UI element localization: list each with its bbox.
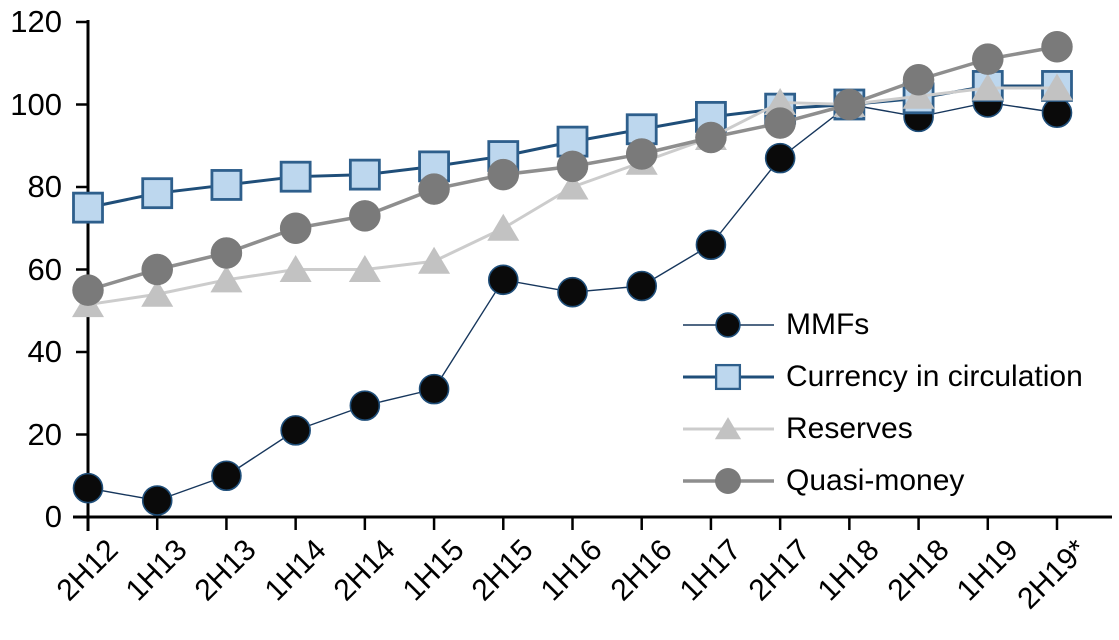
marker-quasi-money — [141, 253, 173, 286]
marker-reserves — [141, 279, 174, 307]
marker-mmfs — [211, 460, 242, 492]
legend-item-reserves: Reserves — [681, 407, 913, 451]
marker-mmfs — [557, 276, 588, 308]
y-tick-label: 0 — [44, 499, 62, 534]
marker-quasi-money — [210, 237, 243, 269]
marker-quasi-money — [902, 64, 935, 96]
marker-quasi-money — [764, 107, 796, 139]
marker-mmfs — [626, 270, 658, 302]
legend-label: MMFs — [786, 308, 870, 341]
marker-mmfs — [487, 264, 519, 296]
legend-item-mmfs: MMFs — [681, 303, 869, 347]
legend-marker-glyph — [715, 468, 741, 494]
legend-item-quasi-money: Quasi-money — [681, 459, 964, 503]
legend-marker-currency-in-circulation — [683, 363, 774, 391]
y-tick-label: 120 — [10, 4, 62, 39]
marker-mmfs — [695, 229, 727, 261]
marker-quasi-money — [487, 158, 520, 191]
marker-reserves — [279, 255, 312, 282]
marker-quasi-money — [418, 173, 450, 205]
legend-label: Currency in circulation — [786, 360, 1083, 393]
legend-marker-glyph — [714, 363, 742, 391]
marker-mmfs — [349, 390, 381, 421]
marker-mmfs — [764, 142, 796, 174]
marker-quasi-money — [72, 274, 104, 306]
marker-mmfs — [418, 373, 450, 405]
marker-reserves — [556, 172, 589, 200]
marker-reserves — [1040, 73, 1073, 101]
marker-currency-in-circulation — [279, 160, 312, 193]
marker-currency-in-circulation — [210, 169, 243, 201]
marker-currency-in-circulation — [72, 191, 104, 224]
marker-quasi-money — [695, 121, 727, 154]
marker-reserves — [210, 265, 243, 293]
marker-mmfs — [280, 415, 311, 446]
marker-currency-in-circulation — [348, 158, 381, 191]
y-tick-label: 20 — [27, 416, 62, 452]
marker-quasi-money — [833, 88, 866, 121]
legend-marker-glyph — [714, 417, 742, 440]
legend-marker-quasi-money — [683, 468, 774, 494]
legend-marker-glyph — [715, 312, 741, 338]
marker-currency-in-circulation — [141, 177, 174, 210]
legend-label: Quasi-money — [786, 464, 965, 497]
marker-mmfs — [1041, 97, 1073, 129]
y-tick-label: 80 — [27, 169, 62, 204]
marker-quasi-money — [349, 200, 381, 232]
marker-reserves — [348, 255, 381, 282]
legend-item-currency-in-circulation: Currency in circulation — [681, 355, 1083, 399]
legend-marker-mmfs — [683, 312, 774, 338]
marker-quasi-money — [1041, 31, 1073, 63]
y-tick-label: 40 — [27, 334, 62, 369]
marker-reserves — [418, 246, 451, 274]
marker-reserves — [971, 73, 1004, 101]
y-tick-label: 100 — [10, 86, 62, 122]
marker-reserves — [487, 213, 520, 241]
marker-quasi-money — [556, 150, 589, 183]
legend-marker-reserves — [683, 417, 774, 440]
marker-quasi-money — [625, 138, 658, 170]
marker-mmfs — [72, 472, 104, 504]
marker-quasi-money — [972, 43, 1004, 75]
marker-reserves — [764, 87, 797, 115]
y-tick-label: 60 — [27, 251, 62, 287]
marker-quasi-money — [279, 212, 312, 244]
marker-mmfs — [141, 485, 173, 516]
legend-label: Reserves — [786, 412, 913, 445]
